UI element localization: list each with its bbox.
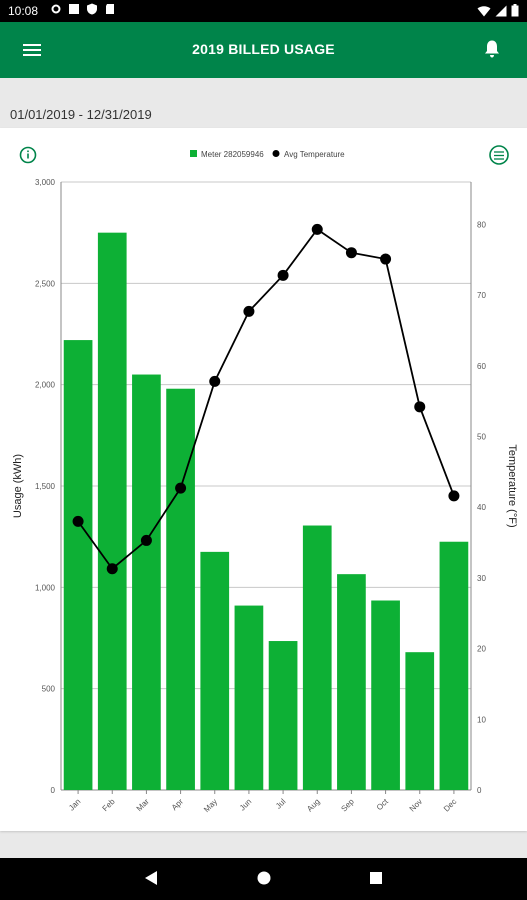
- chart-bar[interactable]: [200, 551, 230, 790]
- sd-card-icon: [106, 4, 114, 14]
- x-tick-label: Mar: [135, 797, 151, 813]
- status-bar: 10:08: [0, 0, 527, 22]
- temperature-point[interactable]: [277, 269, 289, 281]
- temperature-point[interactable]: [414, 401, 426, 413]
- x-tick-label: Oct: [375, 797, 391, 813]
- legend-label-bar: Meter 282059946: [201, 150, 264, 159]
- y2-tick-label: 60: [477, 362, 486, 371]
- temperature-point[interactable]: [140, 534, 152, 546]
- y2-tick-label: 0: [477, 786, 482, 795]
- y-tick-label: 3,000: [35, 178, 56, 187]
- chart-bar[interactable]: [337, 574, 366, 790]
- home-icon[interactable]: [256, 870, 272, 886]
- chart-bar[interactable]: [302, 525, 332, 790]
- bell-icon[interactable]: [483, 39, 501, 59]
- y-tick-label: 2,500: [35, 279, 56, 288]
- y2-tick-label: 40: [477, 503, 486, 512]
- chart-card: Meter 282059946 Avg Temperature 0 500 1,000 1…: [0, 128, 527, 831]
- app-bar: 2019 BILLED USAGE: [0, 22, 527, 78]
- chart-bar[interactable]: [132, 374, 161, 790]
- y-tick-label: 2,000: [35, 381, 56, 390]
- x-tick-label: Nov: [408, 797, 424, 813]
- x-tick-label: Aug: [305, 797, 321, 813]
- y-tick-label: 500: [42, 685, 56, 694]
- temperature-point[interactable]: [209, 375, 221, 387]
- temperature-point[interactable]: [448, 490, 460, 502]
- date-range-bar: 01/01/2019 - 12/31/2019: [0, 100, 527, 128]
- y2-axis-label: Temperature (°F): [506, 444, 518, 527]
- notification-a-icon: [69, 4, 79, 14]
- temperature-point[interactable]: [72, 515, 84, 527]
- temperature-point[interactable]: [175, 482, 187, 494]
- usage-chart: Meter 282059946 Avg Temperature05001,0001…: [12, 145, 518, 814]
- y-tick-label: 0: [51, 786, 56, 795]
- x-tick-label: Jan: [67, 797, 82, 812]
- chart-bar[interactable]: [63, 340, 93, 790]
- x-tick-label: Dec: [442, 797, 458, 813]
- temperature-point[interactable]: [345, 247, 357, 259]
- chart-toggle-icon[interactable]: [489, 145, 509, 165]
- x-tick-label: Sep: [339, 797, 356, 814]
- temperature-line: [77, 228, 455, 571]
- temperature-point[interactable]: [106, 563, 118, 575]
- y2-tick-label: 80: [477, 220, 486, 229]
- chart-bar[interactable]: [405, 652, 435, 790]
- y-tick-label: 1,000: [35, 583, 56, 592]
- shield-icon: [87, 3, 97, 15]
- y2-tick-label: 30: [477, 574, 486, 583]
- temperature-point[interactable]: [243, 305, 255, 317]
- chart-bar[interactable]: [371, 600, 400, 790]
- y2-tick-label: 50: [477, 433, 486, 442]
- x-tick-label: Apr: [170, 797, 185, 812]
- legend-swatch-bar: [190, 150, 197, 157]
- signal-icon: [495, 5, 507, 16]
- chart-bar[interactable]: [439, 541, 469, 790]
- status-time: 10:08: [8, 4, 39, 18]
- info-icon[interactable]: [19, 146, 37, 164]
- page-title: 2019 BILLED USAGE: [192, 41, 335, 57]
- y-axis-label: Usage (kWh): [12, 454, 24, 518]
- recents-icon[interactable]: [369, 870, 383, 886]
- y2-tick-label: 70: [477, 291, 486, 300]
- x-tick-label: Feb: [101, 797, 118, 814]
- y-tick-label: 1,500: [35, 482, 56, 491]
- y2-tick-label: 10: [477, 715, 486, 724]
- wifi-icon: [477, 5, 491, 16]
- legend-swatch-line: [272, 150, 280, 157]
- settings-icon: [51, 4, 61, 14]
- nav-bar: [0, 858, 527, 900]
- x-tick-label: Jul: [274, 797, 288, 811]
- legend-label-line: Avg Temperature: [284, 150, 345, 159]
- temperature-point[interactable]: [380, 253, 392, 265]
- temperature-point[interactable]: [311, 223, 323, 235]
- date-range: 01/01/2019 - 12/31/2019: [10, 107, 152, 122]
- back-icon[interactable]: [144, 870, 158, 886]
- chart-bar[interactable]: [234, 605, 264, 790]
- battery-icon: [511, 4, 519, 17]
- x-tick-label: Jun: [238, 797, 253, 812]
- chart-bar[interactable]: [97, 232, 127, 791]
- menu-icon[interactable]: [22, 40, 42, 60]
- chart-bar[interactable]: [166, 388, 195, 790]
- y2-tick-label: 20: [477, 645, 486, 654]
- x-tick-label: May: [202, 797, 219, 814]
- chart-bar[interactable]: [268, 641, 298, 790]
